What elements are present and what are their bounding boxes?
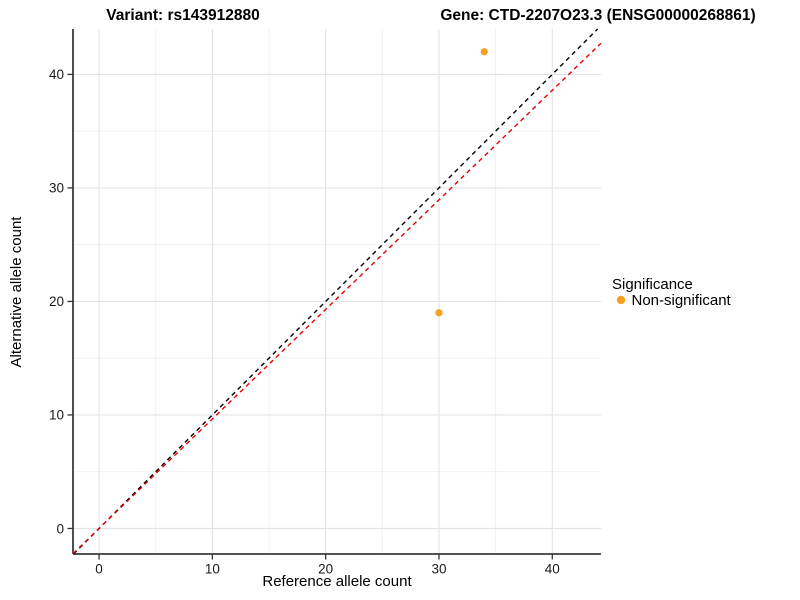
legend-entry-non-significant: Non-significant — [632, 292, 732, 309]
y-tick-label: 40 — [49, 67, 64, 82]
scatter-point — [435, 309, 443, 317]
axes: 0 10 20 30 40 0 10 20 30 40 — [49, 29, 601, 577]
y-tick-label: 0 — [56, 521, 64, 536]
gene-title: Gene: CTD-2207O23.3 (ENSG00000268861) — [440, 7, 755, 24]
legend-key-dot-icon — [616, 295, 626, 305]
y-tick-label: 20 — [49, 294, 64, 309]
x-tick-label: 30 — [431, 562, 446, 577]
legend: Significance Non-significant — [612, 276, 732, 309]
data-points — [435, 48, 488, 317]
x-tick-label: 10 — [205, 562, 220, 577]
legend-title: Significance — [612, 276, 693, 293]
y-tick-label: 30 — [49, 181, 64, 196]
x-tick-label: 40 — [545, 562, 560, 577]
identity-line — [73, 28, 599, 555]
expected-ratio-line — [72, 42, 602, 555]
y-axis-label: Alternative allele count — [8, 216, 25, 368]
variant-title: Variant: rs143912880 — [106, 7, 259, 24]
x-axis-label: Reference allele count — [262, 573, 412, 590]
gridlines — [73, 29, 601, 554]
scatter-point — [480, 48, 488, 56]
reference-lines — [72, 28, 602, 555]
y-tick-label: 10 — [49, 408, 64, 423]
x-tick-label: 20 — [318, 562, 333, 577]
x-tick-label: 0 — [95, 562, 103, 577]
